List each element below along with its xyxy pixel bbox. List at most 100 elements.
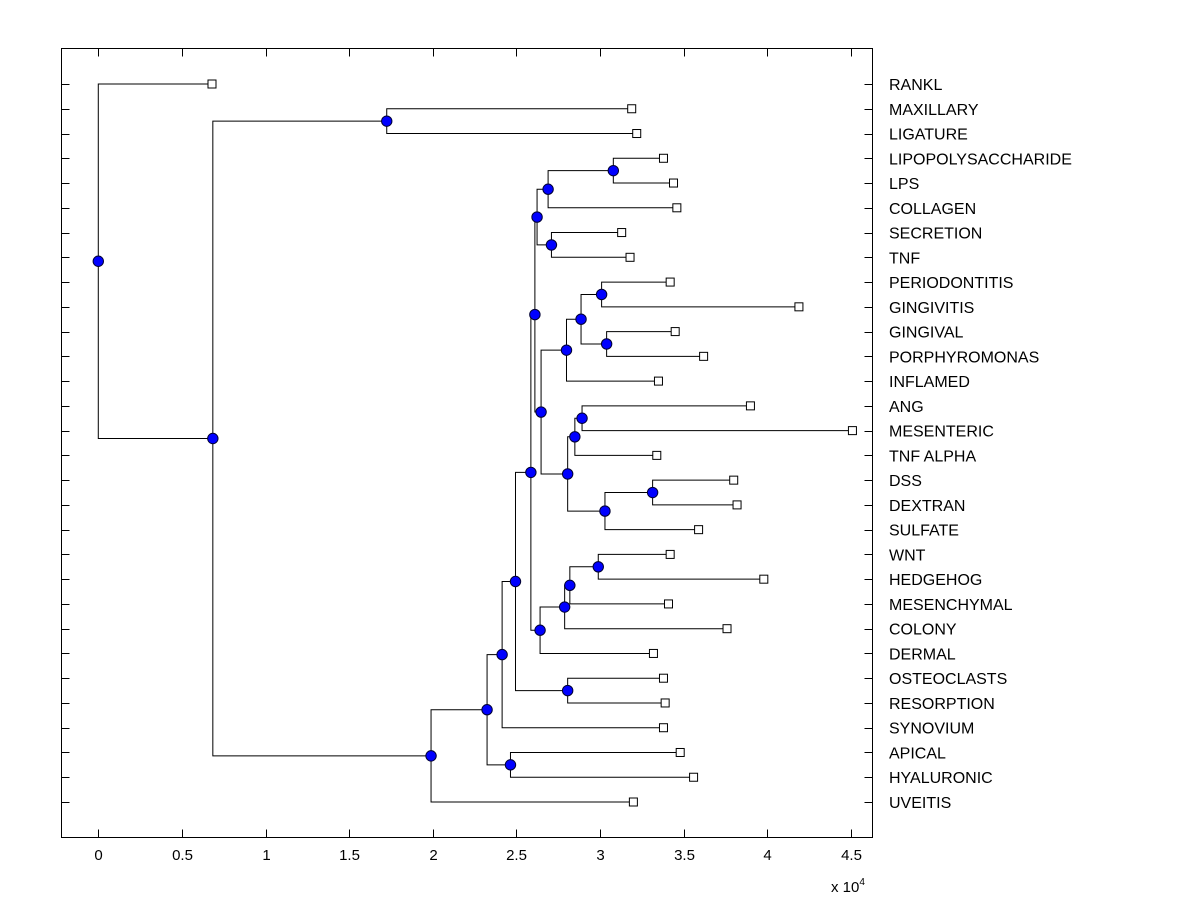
leaf-marker [628,797,638,807]
cluster-node [207,432,219,445]
cluster-node [561,468,574,480]
cluster-node [496,648,508,661]
leaf-marker [658,723,668,733]
leaf-marker [658,153,668,163]
leaf-marker [665,549,675,559]
leaf-marker [722,624,732,634]
tree-link [97,83,212,262]
tree-link [501,654,664,729]
leaf-label: PERIODONTITIS [889,275,1013,292]
leaf-marker [660,698,670,708]
cluster-node [545,239,558,251]
tree-link [574,436,657,456]
leaf-marker [847,426,857,436]
x-tick-label: 2.5 [506,847,527,864]
cluster-node [592,561,604,573]
x-tick-label: 2 [429,847,437,864]
leaf-labels: RANKL MAXILLARY LIGATURE LIPOPOLYSACCHARIDE… [889,77,1072,812]
leaf-marker [672,203,682,213]
leaf-label: COLONY [889,622,957,639]
tree-link [539,606,565,631]
leaf-label: SULFATE [889,523,959,540]
leaf-marker [663,599,673,609]
cluster-node [607,164,620,177]
leaf-marker [617,228,627,238]
tree-link [514,581,568,692]
leaf-marker [625,252,635,262]
tree-link [212,438,432,757]
cluster-node [569,431,581,443]
leaf-marker [732,500,742,510]
leaf-label: OSTEOCLASTS [889,671,1007,688]
leaf-label: TNF [889,250,920,267]
leaf-marker [653,376,663,386]
leaf-label: ANG [889,399,924,416]
leaf-label: RESORPTION [889,696,995,713]
cluster-node [481,704,493,716]
x-tick-label: 3 [596,847,604,864]
cluster-node [575,313,587,325]
leaf-label: LPS [889,176,919,193]
leaf-marker [627,104,637,114]
leaf-label: COLLAGEN [889,201,976,218]
cluster-node [531,211,543,223]
leaf-label: GINGIVAL [889,325,963,342]
leaf-label: LIGATURE [889,127,968,144]
leaf-label: TNF ALPHA [889,448,976,465]
cluster-node [564,579,576,592]
tree-link [430,755,634,803]
cluster-node [529,308,541,321]
tree-link [547,189,677,209]
y-ticks [61,84,873,803]
x-tick-label: 1.5 [339,847,360,864]
tree-link [486,709,511,766]
cluster-node [92,255,104,267]
leaf-label: HYALURONIC [889,770,993,787]
cluster-node [504,759,517,771]
x-tick-label: 3.5 [674,847,695,864]
leaf-label: LIPOPOLYSACCHARIDE [889,151,1072,168]
x-tick-label: 4.5 [841,847,862,864]
leaf-marker [694,525,704,535]
x-tick-label: 0 [94,847,102,864]
cluster-node [525,466,537,479]
tree-link [565,350,659,382]
leaf-marker [794,302,804,312]
leaf-marker [675,747,685,757]
tree-link [569,566,599,586]
cluster-node [599,505,611,517]
leaf-label: UVEITIS [889,795,951,812]
leaf-marker [699,351,709,361]
tree-link [539,630,654,654]
tree-link [540,412,568,475]
leaf-label: DERMAL [889,646,956,663]
leaf-label: RANKL [889,77,942,94]
tree-link [564,607,728,630]
x-multiplier-label: x 104 [831,877,865,896]
leaf-label: MESENCHYMAL [889,597,1013,614]
tree-link [97,261,213,440]
cluster-node [509,575,522,588]
tree-link [604,511,699,531]
leaf-label: HEDGEHOG [889,572,982,589]
cluster-node [542,183,554,195]
leaf-marker [745,401,755,411]
cluster-node [381,115,393,127]
tree-link [430,709,488,756]
leaf-label: SECRETION [889,226,982,243]
plot-frame [61,48,873,838]
leaf-label: PORPHYROMONAS [889,349,1039,366]
tree-link [567,473,605,512]
leaf-marker [665,277,675,287]
leaf-marker [632,129,642,139]
leaf-marker [729,475,739,485]
cluster-node [576,412,588,424]
leaf-label: DEXTRAN [889,498,965,515]
cluster-node [600,338,613,350]
cluster-node [535,406,547,418]
tree-link [540,349,567,413]
tree-link [580,293,602,320]
leaf-label: MAXILLARY [889,102,979,119]
leaf-marker [207,79,217,89]
cluster-node [558,601,571,613]
